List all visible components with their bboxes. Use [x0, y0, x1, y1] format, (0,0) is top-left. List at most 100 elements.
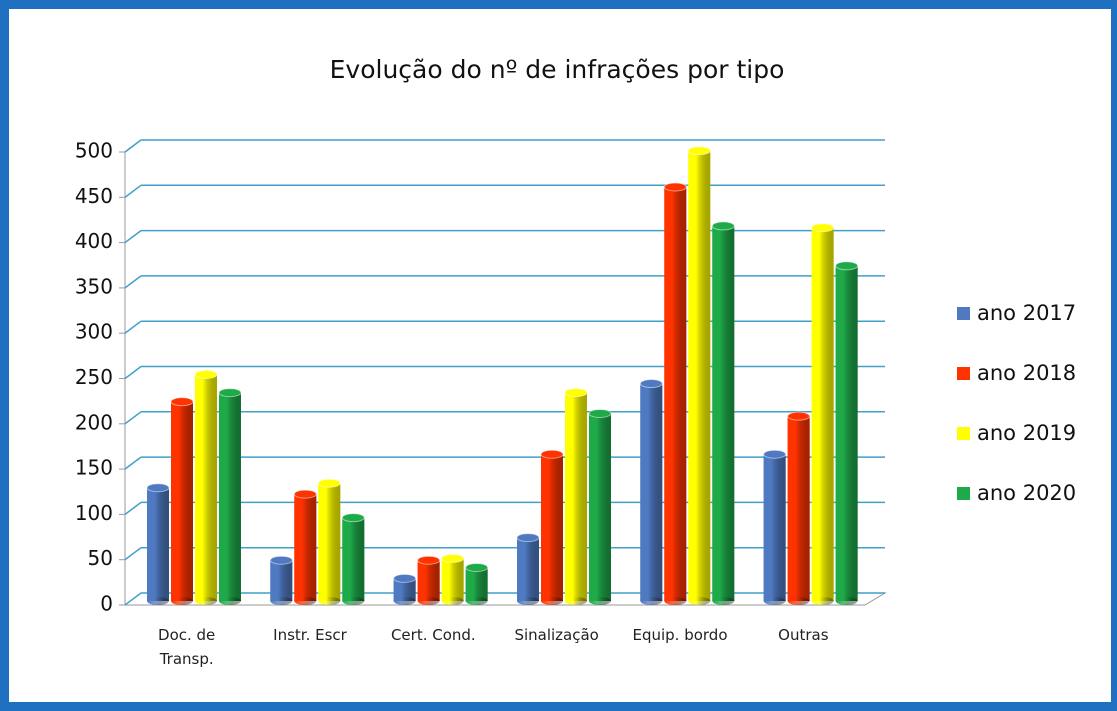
bar [219, 392, 241, 601]
y-tick-label: 450 [75, 184, 113, 208]
bar-bottom [589, 597, 611, 605]
x-tick-label: Doc. de Transp. [158, 626, 216, 668]
grid-line [124, 592, 142, 606]
y-tick-label: 0 [100, 592, 113, 616]
legend-label: ano 2020 [977, 481, 1076, 505]
bar-top [787, 411, 811, 421]
chart: Evolução do nº de infrações por tipo 0 50… [75, 55, 1076, 616]
bar [712, 225, 735, 601]
bar-bottom [219, 597, 241, 605]
grid-line [124, 275, 142, 289]
grid-line [124, 547, 142, 561]
bar-bottom [640, 597, 663, 605]
y-tick-label: 250 [75, 365, 113, 389]
bar [763, 454, 786, 601]
grid-line [124, 365, 142, 380]
y-tick-label: 300 [75, 320, 113, 344]
bar [565, 392, 587, 601]
bar [517, 537, 539, 601]
y-tick-label: 150 [75, 456, 113, 480]
grid-line [124, 456, 142, 470]
chart-title: Evolução do nº de infrações por tipo [330, 55, 785, 84]
bar-bottom [688, 597, 711, 605]
bar [342, 517, 365, 601]
grid-line [124, 501, 142, 515]
bar-bottom [393, 597, 416, 605]
bar-bottom [541, 597, 563, 605]
bar-bottom [441, 597, 464, 605]
legend-label: ano 2017 [977, 301, 1076, 325]
bar-top [293, 489, 317, 499]
x-tick-label: Instr. Escr [273, 626, 347, 644]
bar-top [393, 573, 417, 583]
bar-top [218, 388, 242, 398]
bar-bottom [171, 597, 193, 605]
bar [147, 487, 169, 601]
bar-bottom [270, 597, 293, 605]
bar-top [341, 513, 365, 523]
legend-swatch [957, 427, 970, 440]
y-tick-label: 400 [75, 229, 113, 253]
grid-line [124, 230, 142, 244]
bar-bottom [565, 597, 587, 605]
legend-swatch [957, 487, 970, 500]
bar-top [811, 223, 835, 233]
bar [640, 383, 663, 601]
bar [589, 413, 611, 601]
x-tick-label: Equip. bordo [632, 626, 728, 644]
bar-bottom [664, 597, 687, 605]
bar-top [269, 555, 293, 565]
bar-top [441, 553, 465, 563]
legend-swatch [957, 307, 970, 320]
bar [171, 401, 193, 601]
bar-top [763, 449, 787, 459]
bar [318, 483, 341, 601]
bar-bottom [465, 597, 488, 605]
bar [465, 567, 488, 601]
bar-top [146, 483, 170, 493]
x-tick-label: Cert. Cond. [390, 626, 476, 644]
bar-top [687, 146, 711, 156]
bar-bottom [517, 597, 539, 605]
y-tick-label: 100 [75, 501, 113, 525]
bar [664, 186, 687, 601]
x-tick-label: Sinalização [514, 626, 599, 644]
bar [270, 560, 293, 601]
bar [688, 150, 711, 601]
bar [195, 374, 217, 601]
y-tick-label: 50 [88, 546, 113, 570]
bar-bottom [294, 597, 317, 605]
legend-label: ano 2019 [977, 421, 1076, 445]
bar-top [588, 408, 612, 418]
bar-bottom [811, 597, 834, 605]
bar-bottom [417, 597, 440, 605]
bar-top [835, 261, 859, 271]
bar [811, 227, 834, 601]
bar-top [516, 533, 540, 543]
bar-top [639, 379, 663, 389]
grid-line [124, 320, 142, 334]
bar [835, 265, 858, 601]
bar [417, 560, 440, 601]
bar-top [417, 555, 441, 565]
bar [393, 578, 416, 601]
y-tick-label: 500 [75, 139, 113, 163]
bar-bottom [787, 597, 810, 605]
bar-top [711, 221, 735, 231]
grid-line [124, 139, 142, 153]
bar-bottom [835, 597, 858, 605]
y-tick-label: 200 [75, 410, 113, 434]
bar-bottom [342, 597, 365, 605]
y-tick-label: 350 [75, 274, 113, 298]
bar [294, 494, 317, 601]
bar-bottom [712, 597, 735, 605]
bar-top [170, 397, 194, 407]
bar-bottom [763, 597, 786, 605]
bar-top [663, 182, 687, 192]
legend-swatch [957, 367, 970, 380]
bar [787, 416, 810, 601]
bar-top [540, 449, 564, 459]
bar-bottom [195, 597, 217, 605]
bar-bottom [318, 597, 341, 605]
